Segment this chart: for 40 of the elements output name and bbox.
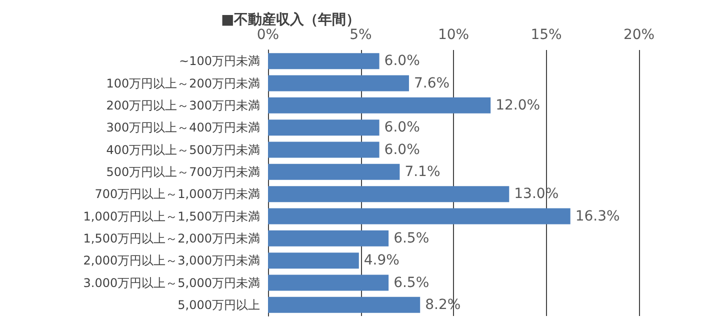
y-tick-label: 300万円以上～400万円未満 — [106, 120, 260, 135]
data-label: 7.6% — [414, 75, 450, 92]
data-label: 6.0% — [384, 120, 420, 136]
data-label: 12.0% — [496, 97, 540, 114]
bar — [268, 252, 359, 269]
y-tick-label: ~100万円未満 — [179, 54, 260, 68]
y-tick-label: 500万円以上～700万円未満 — [106, 164, 260, 179]
bar — [268, 142, 380, 158]
bar — [268, 186, 510, 202]
data-label: 6.5% — [394, 230, 430, 246]
y-tick-label: 5,000万円以上 — [178, 298, 260, 312]
chart-title: ■不動産収入（年間） — [221, 11, 360, 28]
data-label: 16.3% — [575, 208, 620, 224]
bar — [268, 230, 389, 246]
bar — [268, 208, 570, 224]
y-tick-label: 1,000万円以上～1,500万円未満 — [83, 209, 260, 224]
data-label: 4.9% — [364, 252, 400, 269]
y-tick-label: 400万円以上～500万円未満 — [106, 142, 260, 157]
bar — [268, 53, 380, 70]
x-tick-label: 0% — [256, 27, 280, 43]
bar — [268, 97, 491, 114]
data-label: 6.0% — [384, 142, 420, 158]
y-tick-label: 2,000万円以上～3,000万円未満 — [83, 254, 260, 268]
y-tick-label: 700万円以上～1,000万円未満 — [94, 187, 260, 202]
y-tick-label: 100万円以上～200万円未満 — [106, 76, 260, 90]
bar — [268, 75, 409, 92]
bar — [268, 164, 400, 180]
x-tick-label: 15% — [530, 27, 562, 43]
y-tick-label: 200万円以上～300万円未満 — [106, 98, 260, 112]
data-label: 6.0% — [384, 53, 420, 70]
data-label: 6.5% — [394, 274, 430, 291]
bar — [268, 296, 420, 313]
x-tick-label: 20% — [623, 27, 655, 43]
bar — [268, 120, 380, 136]
bar — [268, 274, 389, 291]
y-tick-label: 1,500万円以上～2,000万円未満 — [83, 231, 260, 246]
data-label: 7.1% — [404, 164, 440, 180]
x-tick-label: 5% — [350, 27, 372, 43]
y-tick-label: 3.000万円以上～5,000万円未満 — [83, 276, 260, 290]
x-tick-label: 10% — [438, 27, 470, 43]
